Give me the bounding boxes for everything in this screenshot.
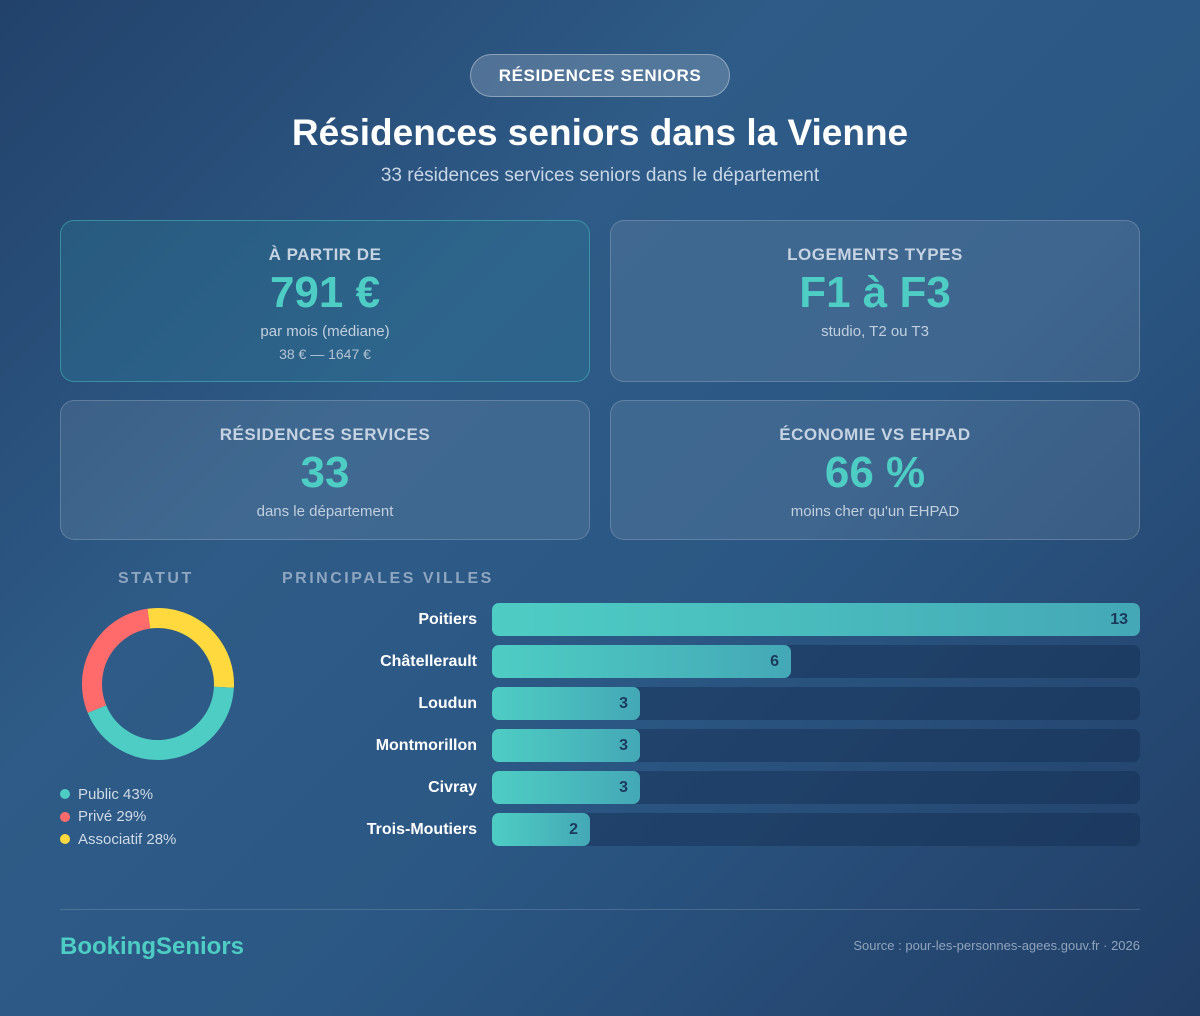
bar-track: 6 [492,645,1140,678]
brand-logo: BookingSeniors [60,933,245,960]
donut-slice-privé [82,608,234,760]
card-label: RÉSIDENCES SERVICES [219,425,431,444]
card-sub: moins cher qu'un EHPAD [790,503,960,520]
card-range: 38 € — 1647 € [279,346,371,362]
bar-track: 13 [492,603,1140,636]
page-title: Résidences seniors dans la Vienne [291,112,909,153]
bar-label: Civray [428,779,477,796]
card-label: LOGEMENTS TYPES [787,245,963,264]
bar-row: Loudun 3 [300,687,1140,720]
page-subtitle: 33 résidences services seniors dans le d… [380,165,820,186]
bar-fill: 13 [492,603,1140,636]
card-label: ÉCONOMIE VS EHPAD [779,425,971,444]
card-value: 66 % [824,448,926,497]
card-value: 791 € [269,268,381,317]
stat-card-logements: LOGEMENTS TYPES F1 à F3 studio, T2 ou T3 [610,220,1140,382]
bar-row: Montmorillon 3 [300,729,1140,762]
bar-row: Châtellerault 6 [300,645,1140,678]
legend-label: Associatif 28% [78,830,177,848]
stat-card-economie: ÉCONOMIE VS EHPAD 66 % moins cher qu'un … [610,400,1140,540]
card-value: F1 à F3 [799,268,951,317]
villes-heading: PRINCIPALES VILLES [282,570,494,587]
bar-value: 13 [1110,611,1128,628]
bar-label: Loudun [418,695,477,712]
stat-card-price: À PARTIR DE 791 € par mois (médiane) 38 … [60,220,590,382]
bar-track: 3 [492,771,1140,804]
statut-donut-chart [82,608,234,760]
card-sub: studio, T2 ou T3 [821,323,929,340]
statut-legend: Public 43% Privé 29% Associatif 28% [60,783,176,851]
bar-label: Montmorillon [375,737,477,754]
stat-card-residences: RÉSIDENCES SERVICES 33 dans le départeme… [60,400,590,540]
source-note: Source : pour-les-personnes-agees.gouv.f… [853,938,1140,953]
bar-label: Châtellerault [380,653,477,670]
bar-value: 6 [770,653,780,670]
legend-label: Privé 29% [78,808,147,826]
category-pill: RÉSIDENCES SENIORS [470,54,730,97]
bar-track: 2 [492,813,1140,846]
bar-fill: 2 [492,813,590,846]
bar-value: 3 [619,737,628,754]
card-label: À PARTIR DE [268,245,382,264]
bar-fill: 6 [492,645,792,678]
bar-track: 3 [492,729,1140,762]
bar-value: 3 [619,779,628,796]
bar-row: Trois-Moutiers 2 [300,813,1140,846]
legend-item: Associatif 28% [60,828,176,851]
bar-fill: 3 [492,729,640,762]
statut-heading: STATUT [118,570,194,587]
infographic: RÉSIDENCES SENIORS Résidences seniors da… [60,0,1140,1016]
legend-label: Public 43% [78,785,154,803]
bar-label: Poitiers [418,611,477,628]
card-sub: par mois (médiane) [260,323,390,340]
legend-dot-icon [60,811,70,822]
bar-track: 3 [492,687,1140,720]
bar-row: Civray 3 [300,771,1140,804]
card-sub: dans le département [256,503,394,520]
bar-fill: 3 [492,771,640,804]
legend-dot-icon [60,834,70,845]
legend-item: Public 43% [60,783,176,806]
bar-row: Poitiers 13 [300,603,1140,636]
bar-label: Trois-Moutiers [366,821,477,838]
donut-slice-public [82,608,234,760]
villes-bar-chart: Poitiers 13 Châtellerault 6 Loudun 3 Montmoril… [300,603,1140,855]
bar-fill: 3 [492,687,640,720]
legend-item: Privé 29% [60,806,176,829]
bar-value: 3 [619,695,628,712]
bar-value: 2 [569,821,578,838]
footer-divider [60,909,1140,910]
legend-dot-icon [60,789,70,800]
card-value: 33 [300,448,350,497]
